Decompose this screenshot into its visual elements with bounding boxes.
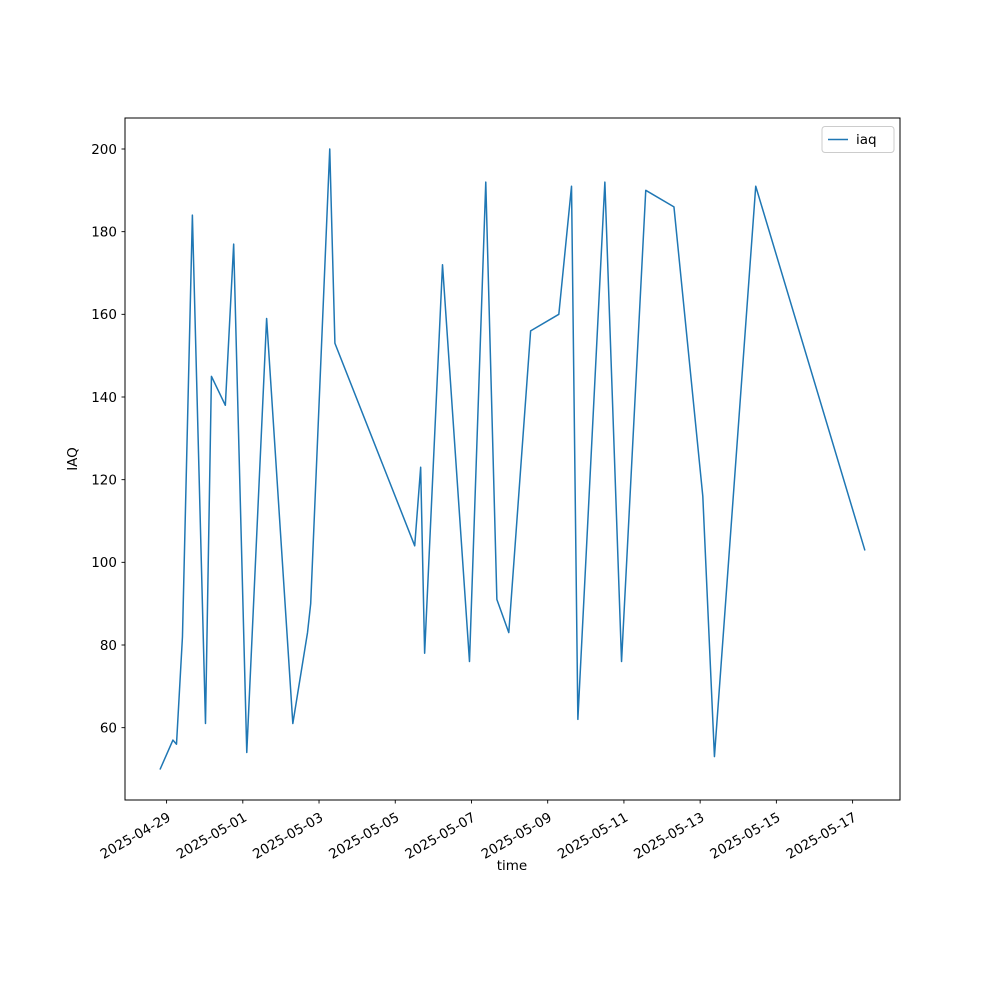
x-tick-label: 2025-05-13: [631, 810, 707, 863]
y-tick-label: 80: [100, 638, 117, 654]
y-tick-label: 200: [91, 142, 117, 158]
y-tick-label: 160: [91, 307, 117, 323]
x-tick-label: 2025-05-09: [479, 810, 555, 863]
legend-label: iaq: [856, 132, 877, 148]
y-tick-label: 100: [91, 555, 117, 571]
iaq-series-line: [159, 148, 866, 770]
x-tick-label: 2025-05-03: [250, 810, 326, 863]
y-tick-label: 60: [100, 720, 117, 736]
y-tick-label: 140: [91, 390, 117, 406]
legend-box: [821, 126, 895, 153]
x-axis-ticks: 2025-04-29 2025-05-01 2025-05-03 2025-05-05…: [98, 800, 860, 863]
x-tick-label: 2025-05-07: [403, 810, 479, 863]
y-axis-ticks: 60 80 100 120 140 160 180 200: [91, 142, 125, 736]
legend: iaq: [821, 126, 895, 153]
x-tick-label: 2025-05-11: [555, 810, 631, 863]
x-tick-label: 2025-05-17: [784, 810, 860, 863]
x-tick-label: 2025-05-05: [326, 810, 402, 863]
x-tick-label: 2025-05-01: [174, 810, 250, 863]
y-tick-label: 120: [91, 472, 117, 488]
y-tick-label: 180: [91, 224, 117, 240]
x-axis-label: time: [497, 858, 528, 874]
x-tick-label: 2025-05-15: [707, 810, 783, 863]
y-axis-label: IAQ: [65, 447, 81, 471]
x-tick-label: 2025-04-29: [98, 810, 174, 863]
plot-area: [124, 117, 901, 801]
